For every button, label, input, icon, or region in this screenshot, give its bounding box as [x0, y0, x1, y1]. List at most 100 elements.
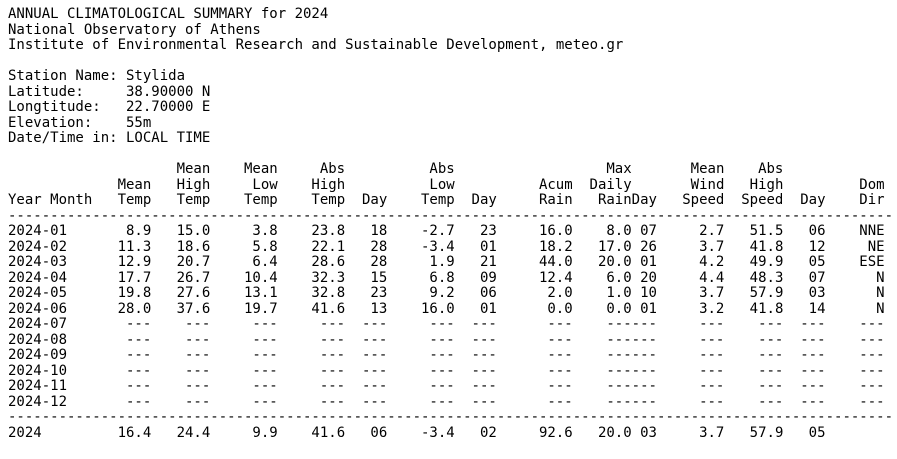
abs-low-temp: ---	[429, 347, 455, 363]
max-daily-rain: 17.0	[597, 238, 632, 255]
mean-high-temp: 15.0	[176, 223, 211, 239]
abs-high-temp: 41.6	[311, 424, 346, 441]
mean-wind-speed: Mean	[690, 161, 725, 177]
mean-high-temp: ---	[184, 393, 211, 410]
abs-high-temp-day: ---	[361, 316, 388, 332]
abs-high-speed-day: ---	[800, 378, 826, 394]
station-name-label: Station Name:	[8, 68, 118, 84]
year-month: 2024-06	[8, 300, 68, 317]
abs-high-temp: ---	[319, 347, 346, 363]
mean-temp: 8.9	[125, 223, 152, 239]
mean-high-temp: ---	[184, 316, 211, 332]
mean-low-temp: 9.9	[252, 424, 278, 441]
abs-high-speed-day: ---	[800, 316, 826, 332]
abs-low-temp: ---	[429, 393, 455, 410]
mean-temp: ---	[125, 362, 152, 379]
abs-high-temp-day: 28	[370, 238, 388, 255]
station-name-row: Station Name: Stylida	[8, 68, 897, 85]
max-daily-rain-day: ---	[631, 393, 657, 410]
abs-high-temp-day: 23	[370, 285, 388, 301]
mean-high-temp: ---	[184, 331, 211, 348]
month-row: 2024-03 12.9 20.7 6.4 28.6 28 1.9 21 44.0 20.0 01 4…	[8, 254, 885, 271]
max-daily-rain: 8.0	[606, 223, 632, 239]
abs-low-temp: Temp	[420, 192, 455, 208]
year-month: 2024-02	[8, 238, 68, 255]
abs-high-speed: 57.9	[749, 285, 784, 301]
latitude-row: Latitude: 38.90000 N	[8, 84, 897, 101]
acum-rain	[497, 162, 573, 178]
abs-high-speed-day	[783, 162, 825, 178]
acum-rain: 2.0	[547, 285, 573, 301]
mean-high-temp: High	[176, 176, 211, 193]
max-daily-rain-day: 01	[640, 300, 657, 317]
max-daily-rain-day: ---	[631, 331, 657, 348]
dom-dir: ---	[859, 316, 885, 332]
dom-dir: NE	[867, 238, 885, 255]
abs-high-speed-day: ---	[800, 362, 826, 379]
acum-rain: ---	[547, 316, 573, 332]
mean-temp: Mean	[117, 176, 152, 193]
abs-high-temp: 41.6	[311, 300, 346, 317]
month-row: 2024-05 19.8 27.6 13.1 32.8 23 9.2 06 2.0 1.0 10 3.…	[8, 285, 885, 302]
mean-low-temp: ---	[252, 316, 278, 332]
datetime-row: Date/Time in: LOCAL TIME	[8, 130, 897, 147]
spacer	[8, 147, 897, 163]
abs-high-speed: ---	[758, 331, 784, 348]
abs-low-temp: ---	[429, 378, 455, 394]
abs-low-temp: ---	[429, 316, 455, 332]
mean-low-temp: 10.4	[243, 269, 278, 286]
climate-table: Mean Mean Abs Abs Max Mean Abs Mean High Low High L…	[8, 161, 894, 442]
abs-high-speed: 57.9	[749, 424, 784, 441]
mean-temp: 12.9	[117, 254, 152, 270]
abs-high-temp: Temp	[311, 192, 346, 208]
year-month: 2024-09	[8, 347, 68, 363]
abs-high-speed: ---	[758, 378, 784, 394]
max-daily-rain: ---	[606, 362, 632, 379]
header-row-2: Mean High Low High Low Acum Daily Wind High Dom	[8, 176, 885, 194]
abs-low-temp-day: ---	[471, 316, 497, 332]
datetime-label: Date/Time in:	[8, 130, 118, 146]
mean-low-temp: 19.7	[243, 300, 278, 317]
year-month: 2024-07	[8, 316, 68, 332]
separator-row: ----------------------------------------…	[8, 409, 894, 426]
acum-rain: ---	[547, 362, 573, 379]
acum-rain: 16.0	[538, 223, 573, 239]
abs-high-speed: Speed	[741, 192, 784, 208]
mean-low-temp: Mean	[243, 161, 278, 177]
abs-low-temp-day: ---	[471, 362, 497, 379]
max-daily-rain: ---	[606, 331, 632, 348]
acum-rain: ---	[547, 347, 573, 363]
year-month	[8, 178, 92, 194]
separator-line: ----------------------------------------…	[8, 409, 894, 425]
mean-low-temp: Low	[252, 176, 278, 193]
mean-high-temp: ---	[184, 378, 211, 394]
mean-temp: ---	[125, 316, 152, 332]
mean-temp: 11.3	[117, 238, 152, 255]
dom-dir	[826, 162, 885, 178]
acum-rain: Rain	[538, 192, 573, 208]
abs-high-temp: ---	[319, 362, 346, 379]
abs-low-temp: -3.4	[420, 238, 455, 255]
acum-rain: 18.2	[538, 238, 573, 255]
month-row: 2024-10 --- --- --- --- --- --- --- --- --- --- ---…	[8, 362, 885, 380]
station-name-value: Stylida	[126, 68, 186, 84]
abs-low-temp-day: 01	[479, 300, 497, 317]
abs-high-temp: 32.3	[311, 269, 346, 286]
dom-dir	[826, 426, 885, 442]
mean-high-temp: 37.6	[176, 300, 211, 317]
max-daily-rain: Max	[606, 161, 632, 177]
abs-high-speed-day: 05	[808, 424, 826, 441]
abs-high-temp-day: ---	[361, 378, 388, 394]
month-row: 2024-12 --- --- --- --- --- --- --- --- --- --- ---…	[8, 393, 885, 411]
dom-dir: Dom	[859, 176, 885, 193]
abs-low-temp: 1.9	[429, 254, 455, 270]
abs-low-temp: 16.0	[420, 300, 455, 317]
mean-low-temp: 13.1	[243, 285, 278, 301]
acum-rain: Acum	[538, 176, 573, 193]
max-daily-rain-day: 26	[640, 238, 657, 255]
abs-high-speed-day: 05	[808, 254, 826, 270]
abs-high-temp: 32.8	[311, 285, 346, 301]
abs-low-temp-day: 09	[479, 269, 497, 286]
abs-low-temp: ---	[429, 362, 455, 379]
year-month: 2024-04	[8, 269, 68, 286]
